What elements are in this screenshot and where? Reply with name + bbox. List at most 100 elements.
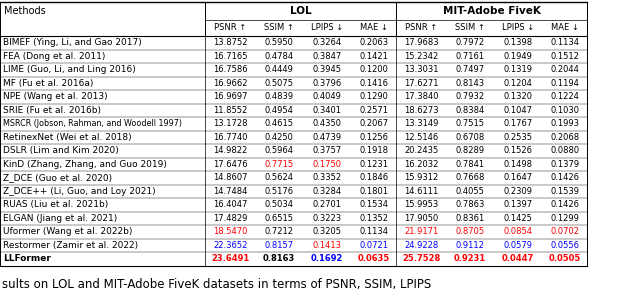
- Text: 16.9662: 16.9662: [213, 79, 248, 88]
- Text: LOL: LOL: [290, 6, 311, 16]
- Text: MSRCR (Jobson, Rahman, and Woodell 1997): MSRCR (Jobson, Rahman, and Woodell 1997): [3, 119, 182, 128]
- Text: LPIPS ↓: LPIPS ↓: [311, 24, 343, 33]
- Text: RetinexNet (Wei et al. 2018): RetinexNet (Wei et al. 2018): [3, 133, 132, 142]
- Text: 0.7932: 0.7932: [456, 92, 484, 101]
- Text: NPE (Wang et al. 2013): NPE (Wang et al. 2013): [3, 92, 108, 101]
- Text: 0.1256: 0.1256: [360, 133, 388, 142]
- Text: 0.1299: 0.1299: [550, 214, 579, 223]
- Text: 0.2068: 0.2068: [550, 133, 580, 142]
- Text: 11.8552: 11.8552: [213, 106, 248, 115]
- Text: 0.2067: 0.2067: [360, 119, 388, 128]
- Text: 0.1918: 0.1918: [360, 146, 388, 155]
- Text: 18.5470: 18.5470: [213, 227, 248, 236]
- Text: 0.2571: 0.2571: [360, 106, 388, 115]
- Text: 0.1801: 0.1801: [360, 187, 388, 196]
- Text: 17.6476: 17.6476: [213, 160, 248, 169]
- Text: 0.3352: 0.3352: [312, 173, 342, 182]
- Text: 0.0721: 0.0721: [360, 241, 388, 250]
- Text: 0.3796: 0.3796: [312, 79, 342, 88]
- Text: 0.0447: 0.0447: [502, 254, 534, 263]
- Text: 14.8607: 14.8607: [213, 173, 248, 182]
- Text: 0.3401: 0.3401: [312, 106, 342, 115]
- Text: Z_DCE++ (Li, Guo, and Loy 2021): Z_DCE++ (Li, Guo, and Loy 2021): [3, 187, 156, 196]
- Text: 14.9822: 14.9822: [213, 146, 248, 155]
- Text: 0.8361: 0.8361: [456, 214, 484, 223]
- Text: 0.4250: 0.4250: [264, 133, 293, 142]
- Text: 25.7528: 25.7528: [403, 254, 440, 263]
- Text: 20.2435: 20.2435: [404, 146, 438, 155]
- Text: 0.4350: 0.4350: [312, 119, 342, 128]
- Text: 0.1767: 0.1767: [504, 119, 532, 128]
- Text: 15.9953: 15.9953: [404, 200, 438, 209]
- Text: 0.5964: 0.5964: [264, 146, 294, 155]
- Text: 16.7740: 16.7740: [213, 133, 248, 142]
- Text: 0.5176: 0.5176: [264, 187, 294, 196]
- Text: 0.8705: 0.8705: [456, 227, 484, 236]
- Text: 21.9171: 21.9171: [404, 227, 438, 236]
- Text: 0.1846: 0.1846: [360, 173, 388, 182]
- Text: 13.3149: 13.3149: [404, 119, 438, 128]
- Text: 0.1047: 0.1047: [504, 106, 532, 115]
- Text: 0.5624: 0.5624: [264, 173, 294, 182]
- Text: KinD (Zhang, Zhang, and Guo 2019): KinD (Zhang, Zhang, and Guo 2019): [3, 160, 167, 169]
- Text: LPIPS ↓: LPIPS ↓: [502, 24, 534, 33]
- Text: 15.9312: 15.9312: [404, 173, 438, 182]
- Text: 0.0880: 0.0880: [550, 146, 580, 155]
- Text: 0.0505: 0.0505: [549, 254, 581, 263]
- Text: 0.1352: 0.1352: [360, 214, 388, 223]
- Text: 0.7972: 0.7972: [456, 38, 484, 47]
- Text: 0.2701: 0.2701: [312, 200, 342, 209]
- Text: 0.7515: 0.7515: [456, 119, 484, 128]
- Text: 0.0702: 0.0702: [550, 227, 579, 236]
- Text: 0.1398: 0.1398: [504, 38, 532, 47]
- Text: 24.9228: 24.9228: [404, 241, 438, 250]
- Text: 0.1416: 0.1416: [360, 79, 388, 88]
- Text: 0.7841: 0.7841: [456, 160, 484, 169]
- Text: 16.2032: 16.2032: [404, 160, 438, 169]
- Text: 0.1993: 0.1993: [550, 119, 579, 128]
- Text: 13.3031: 13.3031: [404, 65, 439, 74]
- Text: 0.1224: 0.1224: [550, 92, 579, 101]
- Text: 0.8384: 0.8384: [456, 106, 484, 115]
- Text: 0.3945: 0.3945: [312, 65, 342, 74]
- Text: 0.1379: 0.1379: [550, 160, 580, 169]
- Text: 0.2309: 0.2309: [504, 187, 532, 196]
- Text: 0.1949: 0.1949: [504, 52, 532, 61]
- Text: 0.1426: 0.1426: [550, 200, 579, 209]
- Text: 0.4739: 0.4739: [312, 133, 342, 142]
- Text: Restormer (Zamir et al. 2022): Restormer (Zamir et al. 2022): [3, 241, 138, 250]
- Text: 0.1134: 0.1134: [360, 227, 388, 236]
- Text: 14.7484: 14.7484: [213, 187, 248, 196]
- Text: 0.1204: 0.1204: [504, 79, 532, 88]
- Text: 17.9050: 17.9050: [404, 214, 438, 223]
- Text: 0.1319: 0.1319: [504, 65, 532, 74]
- Text: MAE ↓: MAE ↓: [360, 24, 388, 33]
- Text: 0.3264: 0.3264: [312, 38, 342, 47]
- Text: 0.4449: 0.4449: [264, 65, 293, 74]
- Text: 0.8163: 0.8163: [263, 254, 295, 263]
- Text: Uformer (Wang et al. 2022b): Uformer (Wang et al. 2022b): [3, 227, 132, 236]
- Text: 16.7586: 16.7586: [213, 65, 248, 74]
- Text: 23.6491: 23.6491: [211, 254, 250, 263]
- Text: 0.4954: 0.4954: [264, 106, 293, 115]
- Text: 0.0556: 0.0556: [550, 241, 579, 250]
- Text: 0.1534: 0.1534: [360, 200, 388, 209]
- Text: 0.3847: 0.3847: [312, 52, 342, 61]
- Text: 0.1425: 0.1425: [504, 214, 532, 223]
- Text: 0.4615: 0.4615: [264, 119, 294, 128]
- Text: 0.8289: 0.8289: [456, 146, 484, 155]
- Text: 0.9112: 0.9112: [456, 241, 484, 250]
- Text: 0.4839: 0.4839: [264, 92, 294, 101]
- Text: 0.1030: 0.1030: [550, 106, 579, 115]
- Text: 17.6271: 17.6271: [404, 79, 439, 88]
- Text: 17.9683: 17.9683: [404, 38, 439, 47]
- Text: LLFormer: LLFormer: [3, 254, 51, 263]
- Text: 0.1426: 0.1426: [550, 173, 579, 182]
- Text: 0.1750: 0.1750: [312, 160, 342, 169]
- Text: 16.7165: 16.7165: [213, 52, 248, 61]
- Text: 0.7863: 0.7863: [455, 200, 484, 209]
- Text: SSIM ↑: SSIM ↑: [455, 24, 485, 33]
- Text: 13.1728: 13.1728: [213, 119, 248, 128]
- Text: 16.4047: 16.4047: [213, 200, 248, 209]
- Text: BIMEF (Ying, Li, and Gao 2017): BIMEF (Ying, Li, and Gao 2017): [3, 38, 141, 47]
